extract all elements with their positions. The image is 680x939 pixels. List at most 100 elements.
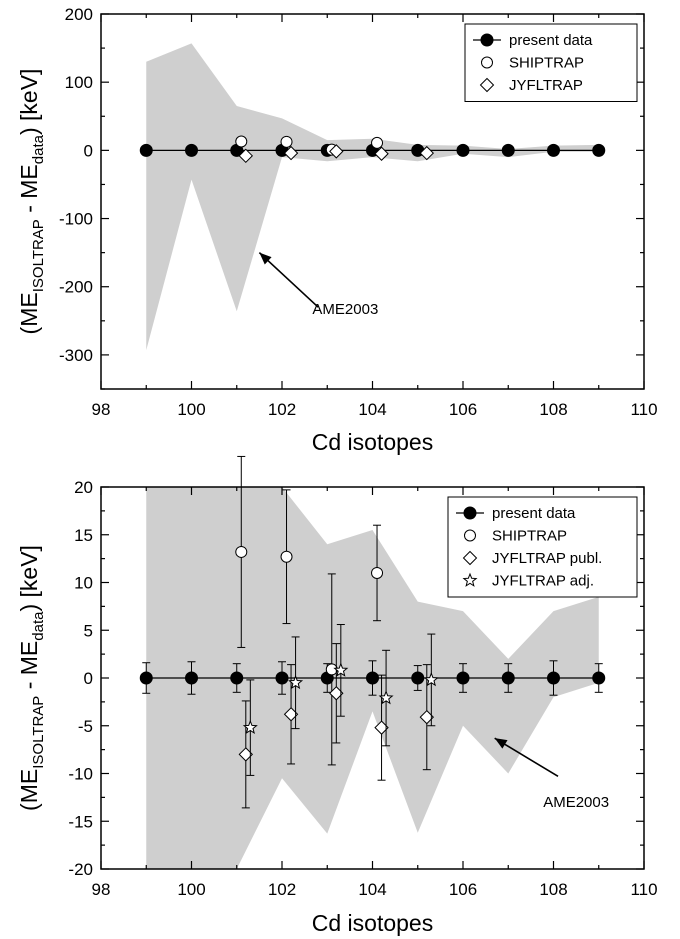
data-point [547,143,560,157]
x-axis-title: Cd isotopes [312,910,433,936]
chart-panel-1: 98 100 102 104 106 108 110 -300 -200 -100 0 100 200 C… [16,5,658,455]
y-tick-label: 20 [74,478,93,497]
x-tick-label: 106 [449,400,477,419]
data-point [371,566,384,579]
data-point [547,671,560,685]
data-point [230,671,244,685]
data-point [419,145,435,161]
y-tick-label: 0 [84,141,93,160]
data-point [366,671,379,685]
y-tick-label: 10 [74,574,93,593]
legend-marker [462,572,478,587]
data-point [333,662,349,677]
chart-panel-2: 98 100 102 104 106 108 110 -20 -15 -10 -5 0 5 10 15 20 C… [16,455,658,936]
x-tick-label: 98 [92,400,111,419]
annotation-arrowhead [259,252,272,265]
series-open-circle [235,135,384,156]
series-open-circle [235,455,384,766]
legend-marker [464,529,476,542]
x-tick-label: 104 [358,880,386,899]
series-open-star [242,624,439,776]
y-tick-label: -5 [78,717,93,736]
data-point [139,143,153,157]
series-filled-circle [139,660,606,696]
y-tick-label: -300 [59,346,93,365]
annotation-label: AME2003 [312,301,378,318]
legend-label: JYFLTRAP adj. [492,573,594,590]
legend-marker [463,506,477,520]
legend-label: SHIPTRAP [492,528,567,545]
data-point [139,671,153,685]
data-point [371,136,384,149]
legend-label: SHIPTRAP [509,55,584,72]
data-point [280,550,293,563]
data-point [235,545,248,558]
series-filled-circle [139,143,606,157]
y-tick-label: 5 [84,621,93,640]
y-tick-label: 15 [74,526,93,545]
data-point [423,672,439,687]
data-point [288,674,304,690]
legend-box [464,23,638,102]
data-point [456,671,470,685]
y-tick-label: -20 [68,860,93,879]
data-point [456,143,470,157]
data-point [374,146,389,161]
data-point [235,135,248,148]
legend: present data SHIPTRAP JYFLTRAP publ. JYFLTR… [447,496,638,598]
data-point [275,671,289,685]
data-point [185,143,198,157]
data-point [238,148,254,164]
legend-marker [480,33,494,47]
data-point [592,143,606,157]
legend-label: present data [509,32,593,49]
y-axis-title: (MEISOLTRAP - MEdata) [keV] [16,545,47,811]
annotation-arrow [494,737,559,778]
data-point [283,145,299,161]
y-tick-label: 200 [65,5,93,24]
x-tick-label: 106 [449,880,477,899]
legend-label: JYFLTRAP [509,77,583,94]
legend-box [447,496,638,598]
y-tick-label: 100 [65,73,93,92]
y-tick-label: -15 [68,812,93,831]
legend-marker [479,77,495,93]
series-open-diamond [238,643,435,809]
y-axis-title: (MEISOLTRAP - MEdata) [keV] [16,69,47,335]
y-tick-label: 0 [84,669,93,688]
x-tick-label: 108 [539,880,567,899]
legend-label: JYFLTRAP publ. [492,550,602,567]
x-axis-title: Cd isotopes [312,429,433,455]
data-point [592,671,606,685]
data-point [242,719,258,735]
data-point [280,135,293,148]
x-tick-label: 104 [358,400,386,419]
data-point [501,671,515,685]
y-tick-label: -200 [59,278,93,297]
y-tick-label: -100 [59,210,93,229]
data-point [329,144,344,159]
legend-label: present data [492,505,576,522]
data-point [378,690,394,705]
x-tick-label: 108 [539,400,567,419]
x-tick-label: 110 [630,880,657,899]
x-tick-label: 110 [630,400,657,419]
data-point [501,143,515,157]
legend: present data SHIPTRAP JYFLTRAP [464,23,638,102]
legend-marker [481,56,493,69]
annotation-arrowhead [494,738,508,749]
data-point [411,671,425,685]
series-open-diamond [238,144,435,164]
x-tick-label: 98 [92,880,111,899]
y-tick-label: -10 [68,765,93,784]
annotation-arrow [258,252,319,308]
ame2003-band [146,43,599,351]
x-tick-label: 102 [268,400,296,419]
data-point [185,671,198,685]
x-tick-label: 100 [177,400,205,419]
x-tick-label: 102 [268,880,296,899]
annotation-label: AME2003 [543,794,609,811]
legend-marker [462,550,478,566]
